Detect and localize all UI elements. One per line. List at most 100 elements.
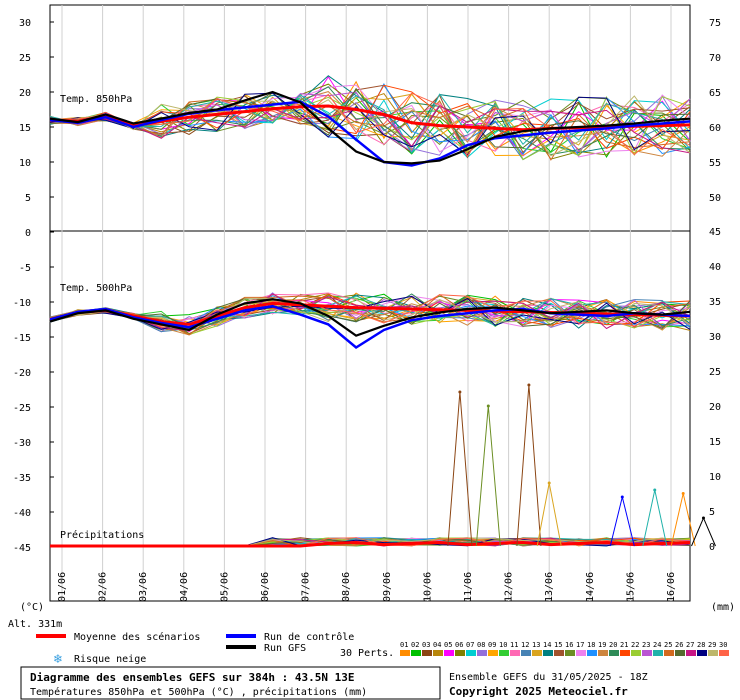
pert-number: 11	[510, 641, 518, 649]
left-tick-label: -45	[13, 543, 31, 554]
legend-mean-label: Moyenne des scénarios	[74, 631, 200, 643]
x-tick-label: 04/06	[179, 572, 190, 602]
legend-gfs-label: Run GFS	[264, 643, 306, 654]
precip-peak-point	[681, 492, 685, 495]
right-tick-label: 65	[709, 88, 721, 99]
x-tick-label: 15/06	[625, 572, 636, 602]
series-line	[49, 298, 691, 337]
pert-number: 21	[620, 641, 628, 649]
pert-number: 16	[565, 641, 573, 649]
left-tick-label: -30	[13, 438, 31, 449]
x-tick-label: 02/06	[98, 572, 109, 602]
pert-swatch	[620, 650, 630, 656]
pert-number: 03	[422, 641, 430, 649]
pert-number: 24	[653, 641, 661, 649]
left-tick-label: -25	[13, 403, 31, 414]
pert-number: 15	[554, 641, 562, 649]
pert-number: 09	[488, 641, 496, 649]
pert-swatch	[521, 650, 531, 656]
right-tick-label: 45	[709, 227, 721, 238]
pert-number: 18	[587, 641, 595, 649]
pert-line-500	[49, 295, 691, 335]
left-tick-label: -15	[13, 333, 31, 344]
x-tick-label: 12/06	[504, 572, 515, 602]
x-tick-label: 14/06	[585, 572, 596, 602]
pert-swatch	[400, 650, 410, 656]
pert-line-850	[50, 84, 691, 159]
right-tick-label: 40	[709, 262, 721, 273]
precip-peak-point	[486, 404, 490, 408]
series-line	[49, 304, 691, 350]
right-tick-label: 55	[709, 158, 721, 169]
precip-peak	[475, 405, 501, 547]
precip-peaks	[447, 383, 716, 547]
pert-swatch	[587, 650, 597, 656]
pert-swatch	[719, 650, 729, 656]
left-tick-label: 5	[25, 193, 31, 204]
pert-number: 08	[477, 641, 485, 649]
series-line	[49, 90, 691, 165]
right-tick-label: 60	[709, 123, 721, 134]
label-temp-500: Temp. 500hPa	[60, 283, 132, 294]
x-tick-label: 07/06	[301, 572, 312, 602]
pert-line-500	[49, 293, 691, 331]
left-unit: (°C)	[20, 602, 44, 613]
precip-peak-point	[527, 383, 531, 387]
pert-number: 17	[576, 641, 584, 649]
pert-legend: 01 02 03 04 05 06 07 08 09 10 11 12 13 14 15 16 17 18 19 20…	[400, 641, 729, 656]
left-tick-label: -35	[13, 473, 31, 484]
pert-line-850	[49, 95, 691, 157]
pert-line-500	[49, 295, 691, 327]
pert-line-850	[49, 91, 691, 157]
legend-snow-label: Risque neige	[74, 654, 146, 665]
pert-number: 04	[433, 641, 441, 649]
left-tick-label: 30	[19, 18, 31, 29]
x-tick-label: 05/06	[219, 572, 230, 602]
right-tick-label: 25	[709, 367, 721, 378]
pert-swatch	[642, 650, 652, 656]
pert-swatch	[532, 650, 542, 656]
precip-peak-point	[547, 481, 551, 485]
pert-swatch	[466, 650, 476, 656]
pert-swatch	[444, 650, 454, 656]
pert-swatch	[499, 650, 509, 656]
legend-control-label: Run de contrôle	[264, 631, 354, 643]
right-tick-label: 50	[709, 193, 721, 204]
right-tick-label: 20	[709, 402, 721, 413]
x-tick-label: 06/06	[260, 572, 271, 602]
left-tick-label: -10	[13, 298, 31, 309]
pert-number: 19	[598, 641, 606, 649]
pert-line-850	[49, 98, 691, 161]
x-tick-label: 10/06	[422, 572, 433, 602]
pert-number: 23	[642, 641, 650, 649]
pert-swatch	[455, 650, 465, 656]
precip-peak-point	[620, 495, 624, 499]
pert-number: 20	[609, 641, 617, 649]
left-tick-label: -5	[19, 263, 31, 274]
pert-swatch	[422, 650, 432, 656]
pert-swatch	[411, 650, 421, 656]
pert-number: 10	[499, 641, 507, 649]
pert-swatch	[653, 650, 663, 656]
pert-number: 29	[708, 641, 716, 649]
pert-swatch	[708, 650, 718, 656]
left-tick-label: -20	[13, 368, 31, 379]
label-temp-850: Temp. 850hPa	[60, 94, 132, 105]
precip-peak-point	[653, 488, 657, 492]
precip-peak	[516, 384, 542, 547]
main-series-lines	[49, 90, 691, 548]
pert-swatch	[697, 650, 707, 656]
pert-line-850	[49, 93, 691, 155]
pert-swatch	[543, 650, 553, 656]
label-precip: Précipitations	[60, 529, 144, 541]
title-box	[20, 666, 441, 700]
right-tick-label: 0	[709, 542, 715, 553]
right-tick-label: 15	[709, 437, 721, 448]
pert-number: 06	[455, 641, 463, 649]
right-tick-label: 35	[709, 297, 721, 308]
pert-swatch	[664, 650, 674, 656]
axis-ticks: 01/06 02/06 03/06 04/06 05/06 06/06 07/06 08/06…	[13, 18, 721, 602]
pert-number: 02	[411, 641, 419, 649]
x-tick-label: 03/06	[138, 572, 149, 602]
